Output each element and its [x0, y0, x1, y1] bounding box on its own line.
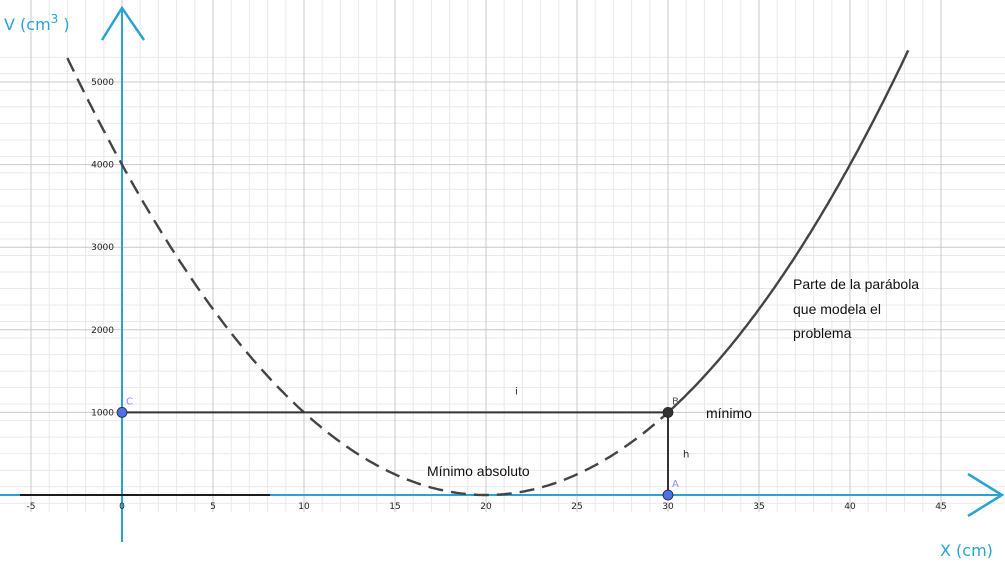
point-label-C: C — [126, 396, 133, 407]
y-axis-label: V (cm3 ) — [4, 12, 70, 34]
x-tick-label: 30 — [662, 502, 674, 512]
x-tick-label: 15 — [389, 502, 400, 512]
x-axis-label: X (cm) — [940, 541, 993, 560]
x-tick-label: 10 — [298, 502, 310, 512]
parabola-annotation-line3: problema — [793, 325, 852, 341]
x-axis-arrow — [967, 472, 1005, 518]
y-tick-label: 5000 — [91, 78, 114, 88]
y-tick-label: 1000 — [91, 408, 114, 418]
point-label-A: A — [672, 479, 679, 490]
parabola-annotation-line1: Parte de la parábola — [793, 276, 919, 292]
parabola-solid — [667, 49, 910, 414]
x-tick-label: -5 — [27, 502, 36, 512]
points: A B C — [116, 396, 679, 501]
parabola-dashed — [66, 57, 669, 497]
point-C — [116, 406, 128, 418]
y-tick-label: 2000 — [91, 326, 114, 336]
y-tick-label: 3000 — [91, 243, 114, 253]
point-label-B: B — [672, 396, 679, 407]
y-axis-arrow — [100, 5, 146, 41]
segment-label-i: i — [515, 386, 518, 397]
x-tick-label: 20 — [480, 502, 492, 512]
segment-label-h: h — [683, 450, 689, 461]
segments: ih — [122, 386, 689, 495]
tick-labels: -5 0 5 10 15 20 25 30 35 40 45 1000 2000 3000 4000 5000 — [27, 78, 947, 512]
minimo-absoluto-annotation: Mínimo absoluto — [427, 463, 530, 479]
minimo-annotation: mínimo — [706, 405, 752, 421]
point-B — [662, 406, 674, 418]
x-tick-label: 35 — [753, 502, 764, 512]
x-tick-label: 5 — [210, 502, 216, 512]
grid — [0, 0, 1005, 512]
x-tick-label: 0 — [119, 502, 125, 512]
parabola-annotation-line2: que modela el — [793, 301, 881, 317]
curves — [66, 49, 910, 497]
axes — [0, 5, 1005, 542]
x-tick-label: 25 — [571, 502, 582, 512]
point-A — [662, 489, 674, 501]
x-tick-label: 45 — [935, 502, 946, 512]
y-tick-label: 4000 — [91, 161, 114, 171]
x-tick-label: 40 — [844, 502, 856, 512]
